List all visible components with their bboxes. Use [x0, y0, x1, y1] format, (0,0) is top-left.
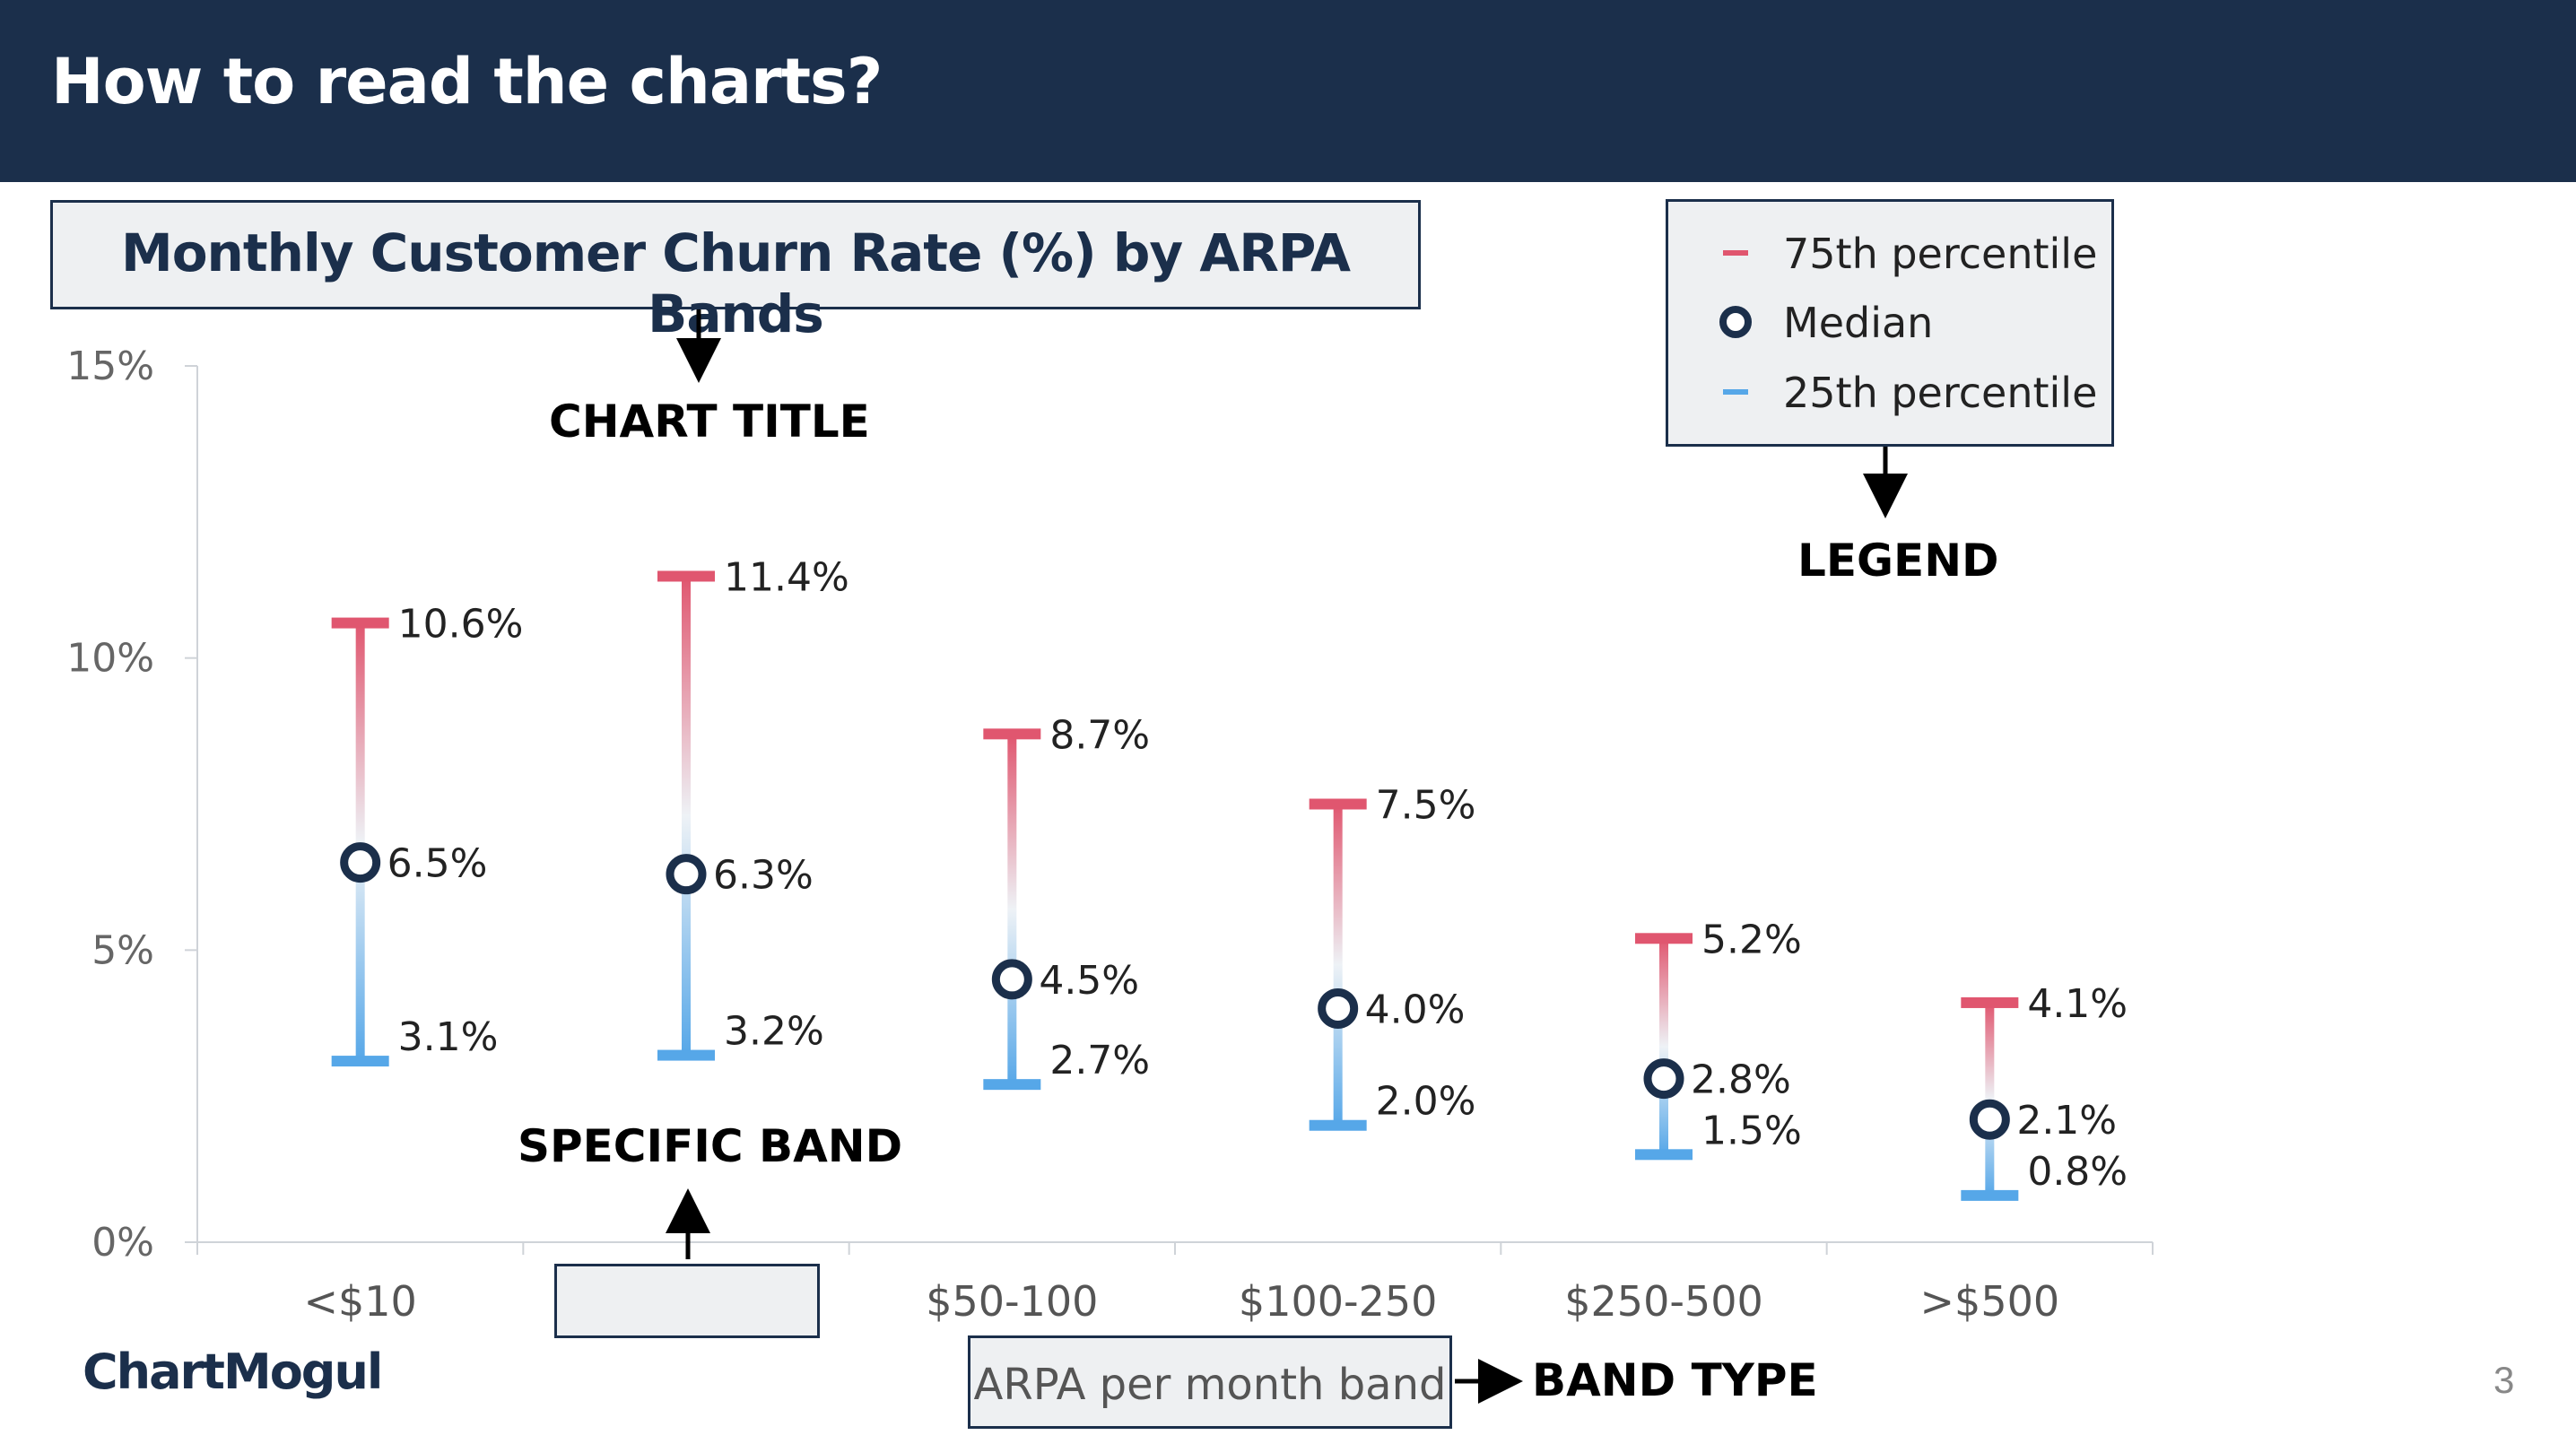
chart-title-annotation: CHART TITLE: [549, 396, 870, 448]
median-label: 4.0%: [1365, 987, 1466, 1032]
y-tick-label: 5%: [91, 927, 154, 973]
legend-label-p75: 75th percentile: [1783, 230, 2098, 278]
range-series: 10.6% 6.5% 3.1% 11.4% 6.3% 3.2% 8.7% 4.5% 2.7% 7.…: [331, 554, 2128, 1201]
header-bar: How to read the charts?: [0, 0, 2576, 182]
p25-cap: [331, 1056, 389, 1067]
p75-cap: [1961, 996, 2019, 1008]
x-tick-label: $250-500: [1564, 1277, 1762, 1326]
x-tick-label: $100-250: [1239, 1277, 1437, 1326]
x-tick-label: <$10: [303, 1277, 416, 1326]
page-number: 3: [2493, 1359, 2515, 1401]
chartmogul-logo: ChartMogul: [83, 1344, 383, 1400]
median-marker: [991, 959, 1032, 1000]
legend-item-p25: 25th percentile: [1668, 363, 2111, 417]
chart-title-box: Monthly Customer Churn Rate (%) by ARPA …: [50, 200, 1421, 344]
page-title: How to read the charts?: [51, 45, 883, 118]
range-bar: [1333, 804, 1343, 1126]
p75-label: 5.2%: [1701, 917, 1802, 962]
median-legend-icon: [1719, 306, 1752, 338]
specific-band-annotation: SPECIFIC BAND: [518, 1120, 903, 1172]
legend-item-median: Median: [1668, 293, 2111, 347]
median-marker: [1643, 1058, 1684, 1100]
p75-cap: [1635, 933, 1693, 944]
y-tick-label: 0%: [91, 1220, 154, 1266]
x-axis-title: ARPA per month band: [973, 1360, 1447, 1410]
axes: 0%5%10%15%<$10$10-50$50-100$100-250$250-…: [66, 344, 2154, 1326]
band-type-annotation: BAND TYPE: [1532, 1354, 1818, 1406]
p75-label: 4.1%: [2027, 981, 2128, 1027]
p25-cap: [1635, 1149, 1693, 1161]
p25-cap: [983, 1079, 1041, 1091]
p75-label: 8.7%: [1049, 712, 1150, 758]
p25-label: 3.2%: [724, 1009, 824, 1055]
annotation-arrows: [666, 309, 1908, 1404]
y-tick-label: 10%: [66, 636, 154, 682]
median-marker: [340, 842, 381, 883]
range-bar: [682, 576, 691, 1056]
legend-item-p75: 75th percentile: [1668, 224, 2111, 278]
p25-cap: [657, 1049, 715, 1061]
p25-cap: [1309, 1119, 1367, 1131]
p25-label: 1.5%: [1701, 1108, 1802, 1153]
p75-label: 7.5%: [1376, 783, 1476, 829]
p25-legend-icon: [1723, 389, 1748, 395]
chart-title: Monthly Customer Churn Rate (%) by ARPA …: [120, 222, 1351, 344]
median-marker: [1969, 1099, 2010, 1140]
range-bar: [355, 622, 365, 1062]
p75-label: 11.4%: [724, 554, 849, 600]
median-label: 4.5%: [1039, 958, 1139, 1004]
p75-label: 10.6%: [398, 602, 524, 648]
x-tick-label: $50-100: [926, 1277, 1098, 1326]
p75-cap: [983, 728, 1041, 740]
legend: 75th percentile Median 25th percentile: [1666, 199, 2114, 447]
legend-label-median: Median: [1783, 299, 1934, 347]
p75-cap: [657, 570, 715, 582]
median-label: 2.8%: [1691, 1057, 1791, 1103]
p25-cap: [1961, 1189, 2019, 1201]
p25-label: 0.8%: [2027, 1149, 2128, 1195]
range-bar: [1985, 1002, 1995, 1196]
legend-label-p25: 25th percentile: [1783, 369, 2098, 417]
p75-cap: [1309, 798, 1367, 810]
p75-legend-icon: [1723, 250, 1748, 256]
median-marker: [666, 854, 707, 895]
x-tick-label: >$500: [1920, 1277, 2060, 1326]
x-axis-title-box: ARPA per month band: [968, 1335, 1452, 1429]
specific-band-highlight: [554, 1264, 820, 1338]
median-label: 6.5%: [387, 841, 488, 887]
median-label: 2.1%: [2016, 1098, 2117, 1144]
range-bar: [1659, 938, 1668, 1155]
legend-annotation: LEGEND: [1797, 535, 1999, 587]
p25-label: 2.0%: [1376, 1079, 1476, 1125]
range-bar: [1007, 734, 1017, 1085]
y-tick-label: 15%: [66, 344, 154, 389]
median-label: 6.3%: [713, 853, 814, 899]
median-marker: [1318, 987, 1359, 1029]
p25-label: 2.7%: [1049, 1038, 1150, 1083]
p25-label: 3.1%: [398, 1014, 499, 1060]
p75-cap: [331, 617, 389, 629]
